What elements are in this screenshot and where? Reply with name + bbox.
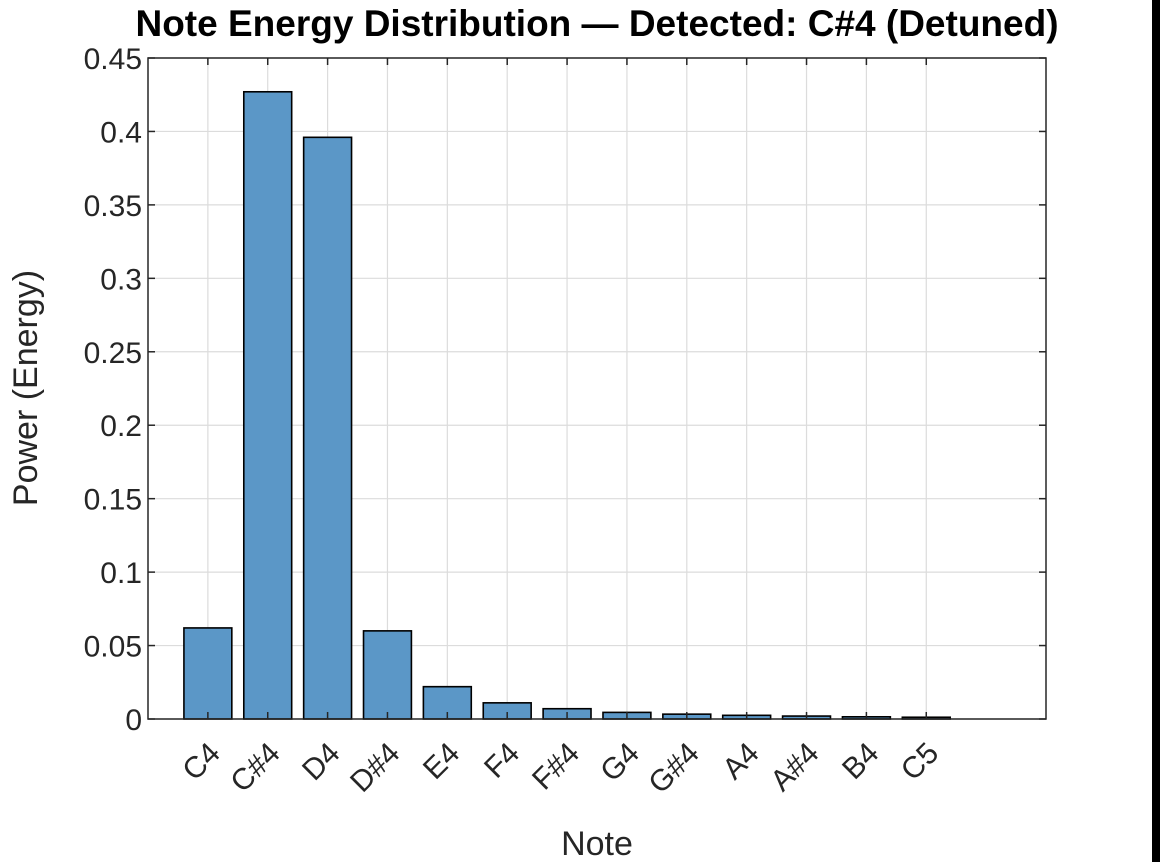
bar-c-sharp4 xyxy=(242,90,293,720)
x-tick-label: C5 xyxy=(895,737,945,787)
x-tick-label: D4 xyxy=(296,737,346,787)
bar-c4 xyxy=(183,627,233,720)
y-tick-label: 0.45 xyxy=(84,43,142,76)
y-tick-label: 0 xyxy=(125,704,142,737)
x-tick-label: F4 xyxy=(478,737,526,785)
x-tick-label: G4 xyxy=(594,737,646,789)
x-tick-labels: C4C#4 D4D#4 E4 F4 F#4 G4G#4 A4A#4 B4 C5 xyxy=(176,737,945,800)
y-tick-label: 0.2 xyxy=(100,410,142,443)
x-tick-label: B4 xyxy=(836,737,885,786)
x-tick-label: F#4 xyxy=(526,737,586,797)
x-tick-label: E4 xyxy=(417,737,466,786)
y-tick-label: 0.35 xyxy=(84,190,142,223)
x-tick-label: D#4 xyxy=(344,737,406,799)
y-axis-label: Power (Energy) xyxy=(7,270,45,506)
y-tick-labels: 0 0.05 0.1 0.15 0.2 0.25 0.3 0.35 0.4 0.45 xyxy=(84,43,142,737)
x-axis-label: Note xyxy=(561,825,633,862)
x-tick-label: G#4 xyxy=(642,737,705,800)
y-tick-label: 0.4 xyxy=(100,116,142,149)
window-edge xyxy=(1152,0,1160,862)
bar-d4 xyxy=(302,136,353,720)
y-tick-label: 0.1 xyxy=(100,557,142,590)
y-tick-label: 0.15 xyxy=(84,484,142,517)
bar-d-sharp4 xyxy=(362,630,413,720)
x-tick-label: C#4 xyxy=(224,737,286,799)
y-tick-label: 0.25 xyxy=(84,337,142,370)
y-tick-label: 0.05 xyxy=(84,631,142,664)
chart-title: Note Energy Distribution — Detected: C#4… xyxy=(135,3,1058,44)
x-tick-label: C4 xyxy=(176,737,226,787)
y-tick-label: 0.3 xyxy=(100,263,142,296)
x-tick-label: A#4 xyxy=(764,737,825,798)
plot-frame xyxy=(147,57,1047,720)
bars xyxy=(183,90,952,720)
x-tick-label: A4 xyxy=(716,737,765,786)
axis-ticks xyxy=(148,57,1046,720)
